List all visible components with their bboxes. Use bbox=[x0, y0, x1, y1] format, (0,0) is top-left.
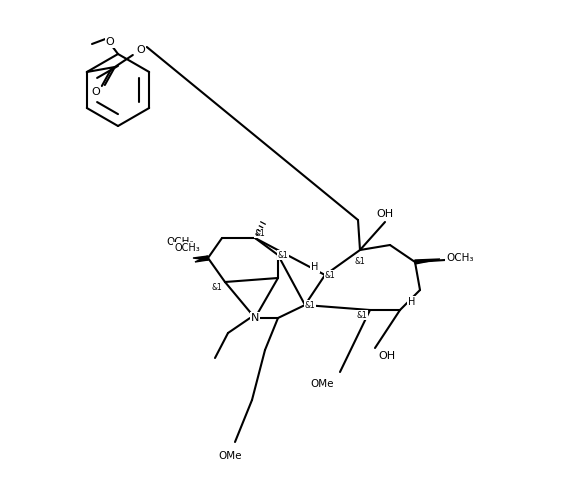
Text: &1: &1 bbox=[325, 271, 335, 280]
Text: O: O bbox=[136, 45, 145, 55]
Text: &1: &1 bbox=[212, 283, 222, 292]
Text: O: O bbox=[92, 87, 100, 97]
Text: OH: OH bbox=[378, 351, 396, 361]
Text: &1: &1 bbox=[354, 258, 365, 267]
Text: OCH₃: OCH₃ bbox=[174, 243, 200, 253]
Polygon shape bbox=[195, 256, 209, 262]
Text: &1: &1 bbox=[278, 250, 288, 260]
Text: &1: &1 bbox=[357, 311, 367, 320]
Text: OMe: OMe bbox=[310, 379, 333, 389]
Text: O: O bbox=[106, 37, 114, 47]
Text: N: N bbox=[251, 313, 259, 323]
Text: OH: OH bbox=[376, 209, 394, 219]
Text: H: H bbox=[311, 262, 318, 272]
Text: H: H bbox=[408, 297, 416, 307]
Text: OMe: OMe bbox=[451, 255, 475, 265]
Text: &1: &1 bbox=[255, 228, 266, 237]
Text: O: O bbox=[184, 243, 193, 253]
Text: OCH₃: OCH₃ bbox=[166, 237, 194, 247]
Polygon shape bbox=[193, 256, 208, 260]
Text: OCH₃: OCH₃ bbox=[446, 253, 474, 263]
Polygon shape bbox=[415, 259, 440, 264]
Text: &1: &1 bbox=[304, 301, 316, 310]
Text: OMe: OMe bbox=[218, 451, 242, 461]
